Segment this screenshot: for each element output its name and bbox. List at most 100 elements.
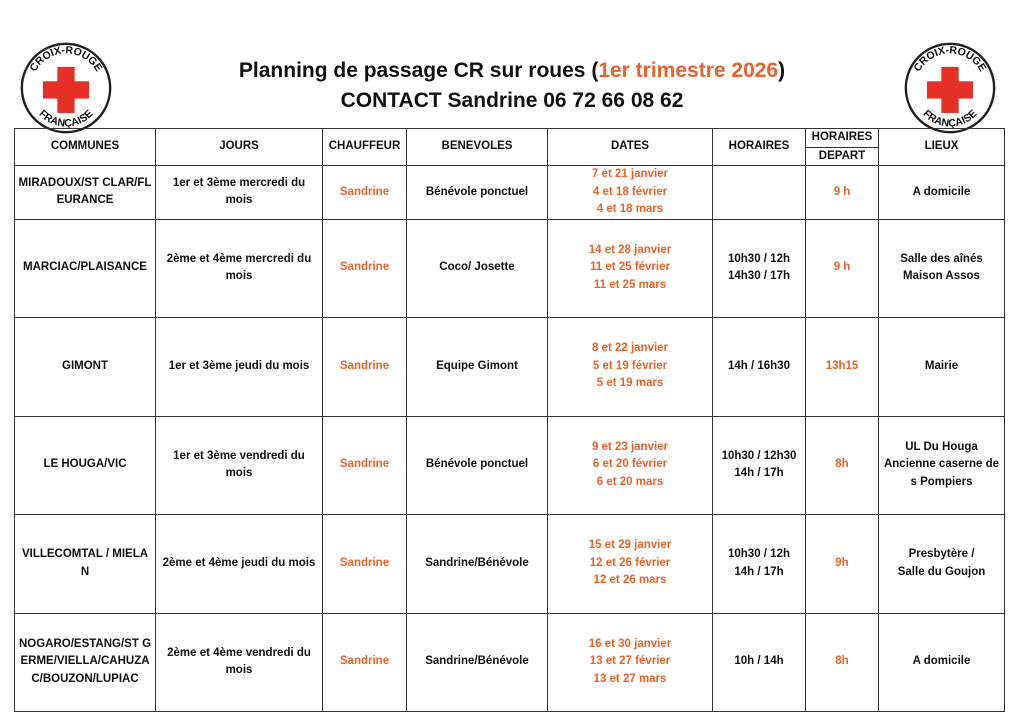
table-cell: 1er et 3ème mercredi du mois [155, 165, 323, 220]
table-cell: Bénévole ponctuel [406, 165, 548, 220]
table-cell: A domicile [878, 612, 1005, 712]
cell-text: Maison Assos [903, 270, 980, 282]
table-cell: NOGARO/ESTANG/ST GERME/VIELLA/CAHUZAC/BO… [14, 612, 156, 712]
cell-text: 6 et 20 mars [596, 475, 664, 488]
column-header: DATES [547, 128, 713, 166]
table-cell: 2ème et 4ème jeudi du mois [155, 513, 323, 614]
cell-text: 10h30 / 12h30 [721, 449, 797, 462]
table-cell: UL Du Houga Ancienne caserne des Pompiers [878, 415, 1005, 515]
cell-text: Coco/ Josette [439, 261, 515, 274]
table-cell: VILLECOMTAL / MIELAN [14, 513, 156, 614]
cell-text: Sandrine [339, 359, 390, 372]
table-cell: Sandrine [322, 165, 407, 220]
header: Planning de passage CR sur roues (1er tr… [140, 56, 884, 116]
cell-text: 9h [835, 556, 849, 569]
cell-text: Sandrine [339, 185, 390, 198]
table-row: MIRADOUX/ST CLAR/FLEURANCE 1er et 3ème me… [14, 165, 1005, 220]
table-cell: 8h [805, 415, 879, 515]
cell-text: Salle du Goujon [897, 565, 986, 578]
cell-text: VILLECOMTAL / MIELAN [21, 548, 149, 578]
table-cell: 10h / 14h [712, 612, 806, 712]
schedule-table: COMMUNES JOURS CHAUFFEUR BENEVOLES DATES HORA… [14, 128, 1005, 712]
cell-text: 10h / 14h [734, 655, 784, 668]
cell-text: UL Du Houga [905, 440, 978, 453]
header-text: DATES [610, 140, 650, 153]
cell-text: MIRADOUX/ST CLAR/FLEURANCE [18, 176, 152, 207]
table-cell: 8h [805, 612, 879, 712]
cell-text: 2ème et 4ème mercredi du mois [166, 252, 312, 283]
header-text: HORAIRES [728, 140, 790, 153]
table-cell: MARCIAC/PLAISANCE [14, 218, 156, 318]
cell-text: 11 et 25 février [590, 261, 670, 274]
cell-text: Mairie [924, 359, 959, 372]
cell-text: 10h30 / 12h [727, 548, 790, 560]
table-cell: Sandrine [322, 612, 407, 712]
cell-text: 2ème et 4ème vendredi du mois [167, 646, 311, 677]
table-cell: 14h / 16h30 [712, 316, 806, 417]
cell-text: 9 h [833, 185, 851, 198]
cell-text: A domicile [912, 185, 971, 198]
cell-text: 8h [835, 458, 849, 471]
cell-text: LE HOUGA/VIC [43, 458, 127, 471]
cell-text: 9 et 23 janvier [591, 440, 669, 453]
table-cell: 1er et 3ème jeudi du mois [155, 316, 323, 417]
cell-text: Sandrine [339, 261, 390, 274]
table-cell: Sandrine [322, 218, 407, 318]
contact: CONTACT Sandrine 06 72 66 08 62 [340, 89, 684, 112]
table-cell: Sandrine [322, 316, 407, 417]
table-cell: 13h15 [805, 316, 879, 417]
cell-text: GIMONT [62, 359, 108, 372]
table-row: VILLECOMTAL / MIELAN 2ème et 4ème jeudi d… [14, 513, 1005, 614]
cell-text: 14 et 28 janvier [588, 243, 672, 256]
cell-text: Equipe Gimont [436, 359, 518, 372]
cell-text: 7 et 21 janvier [591, 168, 669, 180]
cell-text: 9 h [833, 261, 851, 274]
cell-text: 12 et 26 février [589, 556, 671, 569]
column-header: CHAUFFEUR [322, 128, 407, 166]
table-cell: Equipe Gimont [406, 316, 548, 417]
cell-text: Sandrine/Bénévole [425, 556, 529, 569]
table-cell [712, 165, 806, 220]
cell-text: Salle des aînés [900, 252, 983, 265]
table-row: MARCIAC/PLAISANCE 2ème et 4ème mercredi d… [14, 218, 1005, 318]
table-cell: Sandrine/Bénévole [406, 513, 548, 614]
cell-text: 8h [835, 655, 849, 668]
table-cell: 2ème et 4ème mercredi du mois [155, 218, 323, 318]
table-cell: 9 h [805, 218, 879, 318]
cell-text: 8 et 22 janvier [591, 342, 669, 355]
table-cell: 1er et 3ème vendredi du mois [155, 415, 323, 515]
table-cell: 9 et 23 janvier 6 et 20 février 6 et 20 ma… [547, 415, 713, 515]
cell-text: MARCIAC/PLAISANCE [23, 261, 147, 274]
cell-text: 1er et 3ème vendredi du mois [173, 449, 305, 480]
cell-text: 15 et 29 janvier [588, 539, 672, 552]
header-text: LIEUX [924, 140, 959, 153]
table-cell: Presbytère / Salle du Goujon [878, 513, 1005, 614]
column-header: BENEVOLES [406, 128, 548, 166]
cell-text: NOGARO/ESTANG/ST GERME/VIELLA/CAHUZAC/BO… [18, 637, 152, 685]
cell-text: Ancienne caserne des Pompiers [883, 458, 1000, 488]
cell-text: 1er et 3ème jeudi du mois [168, 359, 310, 372]
logo-bottom: FRANÇAISE [921, 108, 980, 130]
column-header: HORAIRES DEPART [805, 128, 879, 166]
logo: CROIX-ROUGE FRANÇAISE [904, 42, 996, 134]
header-text: HORAIRES [811, 131, 873, 143]
table-cell: Sandrine/Bénévole [406, 612, 548, 712]
cell-text: 2ème et 4ème jeudi du mois [162, 556, 316, 569]
cell-text: 14h30 / 17h [727, 270, 790, 282]
column-header: JOURS [155, 128, 323, 166]
table-cell: GIMONT [14, 316, 156, 417]
column-header: LIEUX [878, 128, 1005, 166]
logo-bottom-text: FRANÇAISE [921, 108, 980, 130]
cell-text: Presbytère / [908, 548, 975, 560]
table-cell: 10h30 / 12h 14h30 / 17h [712, 218, 806, 318]
table-cell: MIRADOUX/ST CLAR/FLEURANCE [14, 165, 156, 220]
header-text: COMMUNES [50, 140, 120, 153]
table-cell: 8 et 22 janvier 5 et 19 février 5 et 19 ma… [547, 316, 713, 417]
table-cell: Coco/ Josette [406, 218, 548, 318]
cell-text: 12 et 26 mars [593, 574, 667, 587]
cell-text: 6 et 20 février [592, 458, 668, 471]
table-cell: 10h30 / 12h 14h / 17h [712, 513, 806, 614]
cell-text: Sandrine [339, 556, 390, 569]
table-row: LE HOUGA/VIC 1er et 3ème vendredi du mois… [14, 415, 1005, 515]
